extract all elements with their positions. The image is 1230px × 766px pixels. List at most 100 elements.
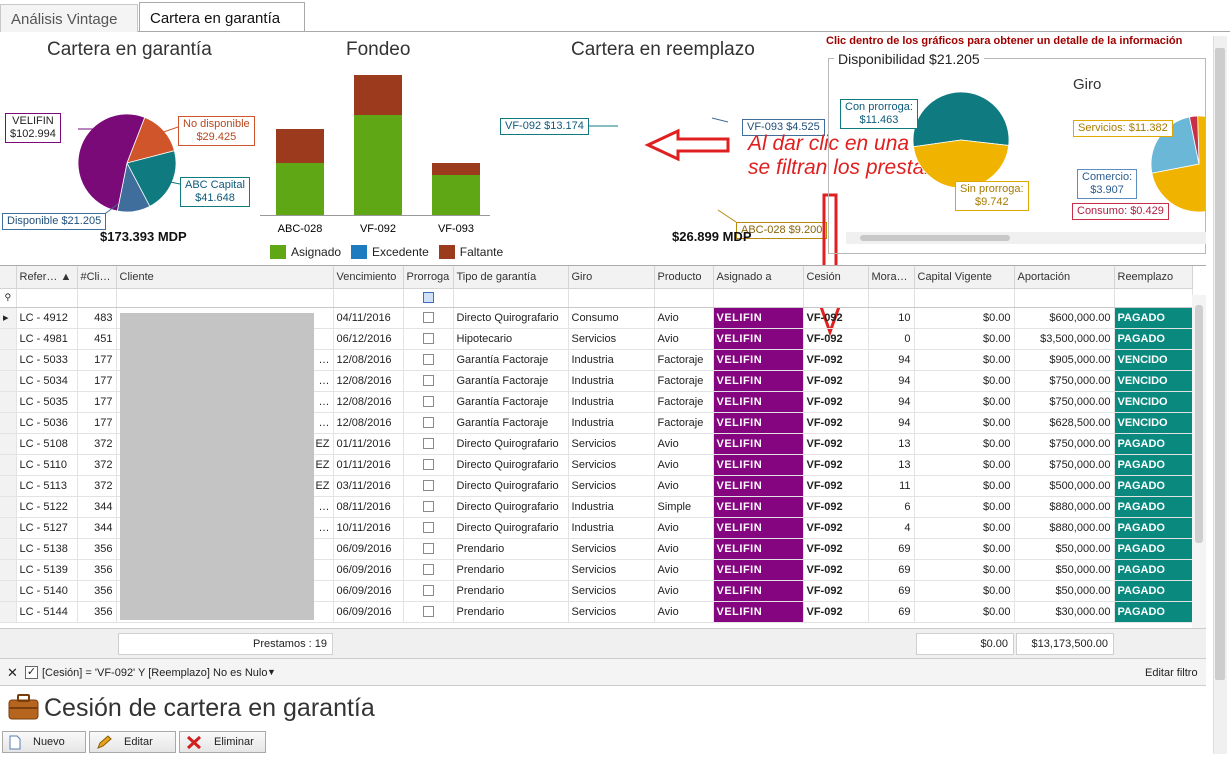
filter-cell[interactable] xyxy=(333,288,404,308)
prorroga-checkbox[interactable] xyxy=(422,417,434,429)
giro-slice-comercio[interactable] xyxy=(1150,116,1200,174)
table-cell[interactable]: LC - 5033 xyxy=(16,349,78,371)
table-cell[interactable]: 372 xyxy=(77,454,117,476)
table-cell[interactable]: Avio xyxy=(654,538,714,560)
table-cell[interactable]: 06/09/2016 xyxy=(333,601,404,623)
table-row[interactable]: LC - 5144 356 06/09/2016 Prendario Servicios… xyxy=(0,601,1193,623)
row-indicator[interactable]: ▸ xyxy=(0,307,17,329)
table-cell[interactable]: VENCIDO xyxy=(1114,412,1193,434)
table-cell[interactable] xyxy=(403,307,454,329)
prorroga-checkbox[interactable] xyxy=(422,606,434,618)
prorroga-checkbox[interactable] xyxy=(422,333,434,345)
editar-button[interactable]: Editar xyxy=(89,731,176,753)
table-cell[interactable]: Prendario xyxy=(453,559,569,581)
filter-cell[interactable] xyxy=(713,288,804,308)
filter-text[interactable]: [Cesión] = 'VF-092' Y [Reemplazo] No es … xyxy=(42,667,268,679)
table-cell[interactable]: VF-092 xyxy=(803,580,869,602)
giro-slice-servicios[interactable] xyxy=(1151,115,1205,213)
table-cell[interactable]: 10/11/2016 xyxy=(333,517,404,539)
table-cell[interactable]: Avio xyxy=(654,454,714,476)
table-cell[interactable]: 06/09/2016 xyxy=(333,580,404,602)
table-cell[interactable]: 01/11/2016 xyxy=(333,433,404,455)
table-cell[interactable]: 69 xyxy=(868,601,915,623)
table-cell[interactable] xyxy=(403,496,454,518)
filter-cell[interactable] xyxy=(568,288,655,308)
bar-abc-028-asignado[interactable] xyxy=(276,163,324,215)
table-cell[interactable]: 69 xyxy=(868,559,915,581)
row-indicator[interactable] xyxy=(0,496,17,518)
table-cell[interactable]: Industria xyxy=(568,370,655,392)
table-row[interactable]: LC - 5108 372 EZ 01/11/2016 Directo Quirogra… xyxy=(0,433,1193,455)
table-cell[interactable]: $0.00 xyxy=(914,328,1015,350)
table-cell[interactable]: PAGADO xyxy=(1114,559,1193,581)
row-indicator[interactable] xyxy=(0,391,17,413)
column-header[interactable]: Tipo de garantía xyxy=(453,266,569,289)
table-cell[interactable]: 344 xyxy=(77,517,117,539)
table-cell[interactable]: 356 xyxy=(77,559,117,581)
table-cell[interactable]: Directo Quirografario xyxy=(453,475,569,497)
table-cell[interactable]: PAGADO xyxy=(1114,475,1193,497)
filter-dropdown-icon[interactable]: ▼ xyxy=(267,667,276,677)
row-indicator[interactable] xyxy=(0,538,17,560)
table-cell[interactable]: Servicios xyxy=(568,328,655,350)
table-cell[interactable]: 08/11/2016 xyxy=(333,496,404,518)
table-cell[interactable]: $880,000.00 xyxy=(1014,517,1115,539)
table-cell[interactable]: $0.00 xyxy=(914,517,1015,539)
table-cell[interactable]: $0.00 xyxy=(914,412,1015,434)
table-cell[interactable] xyxy=(403,370,454,392)
table-cell[interactable]: PAGADO xyxy=(1114,328,1193,350)
table-cell[interactable]: Industria xyxy=(568,517,655,539)
table-cell[interactable]: PAGADO xyxy=(1114,433,1193,455)
table-cell[interactable]: $0.00 xyxy=(914,601,1015,623)
column-header[interactable]: Producto xyxy=(654,266,714,289)
table-cell[interactable] xyxy=(403,328,454,350)
row-indicator[interactable] xyxy=(0,559,17,581)
table-row[interactable]: LC - 5036 177… 12/08/2016 Garantía Factoraj… xyxy=(0,412,1193,434)
prorroga-checkbox[interactable] xyxy=(422,522,434,534)
filter-cell[interactable] xyxy=(77,288,117,308)
table-cell[interactable]: $0.00 xyxy=(914,580,1015,602)
edit-filter-link[interactable]: Editar filtro xyxy=(1145,667,1198,679)
column-header[interactable]: Cliente xyxy=(116,266,334,289)
table-cell[interactable]: LC - 5034 xyxy=(16,370,78,392)
table-cell[interactable]: VELIFIN xyxy=(713,559,804,581)
table-cell[interactable]: Simple xyxy=(654,496,714,518)
table-cell[interactable]: $750,000.00 xyxy=(1014,454,1115,476)
table-cell[interactable]: Avio xyxy=(654,580,714,602)
tab-analisis-vintage[interactable]: Análisis Vintage xyxy=(0,4,138,32)
table-cell[interactable]: VELIFIN xyxy=(713,475,804,497)
table-cell[interactable]: PAGADO xyxy=(1114,517,1193,539)
table-cell[interactable]: VF-092 xyxy=(803,475,869,497)
cartera-pie-chart[interactable] xyxy=(0,32,300,265)
table-cell[interactable]: $0.00 xyxy=(914,370,1015,392)
panel-hscrollbar[interactable] xyxy=(846,232,1206,244)
table-cell[interactable]: Garantía Factoraje xyxy=(453,412,569,434)
cartera-slice-velifin[interactable] xyxy=(77,113,146,212)
table-cell[interactable]: VF-092 xyxy=(803,454,869,476)
table-cell[interactable]: VENCIDO xyxy=(1114,370,1193,392)
table-cell[interactable]: LC - 5110 xyxy=(16,454,78,476)
reemplazo-pie-chart[interactable] xyxy=(490,32,830,265)
table-cell[interactable]: $0.00 xyxy=(914,538,1015,560)
table-cell[interactable]: VF-092 xyxy=(803,391,869,413)
column-header[interactable]: Asignado a xyxy=(713,266,804,289)
table-cell[interactable]: 06/09/2016 xyxy=(333,559,404,581)
table-cell[interactable]: Servicios xyxy=(568,454,655,476)
table-cell[interactable]: $0.00 xyxy=(914,559,1015,581)
table-cell[interactable]: 94 xyxy=(868,412,915,434)
table-cell[interactable]: 06/12/2016 xyxy=(333,328,404,350)
table-cell[interactable]: Directo Quirografario xyxy=(453,307,569,329)
column-header[interactable]: Cesión xyxy=(803,266,869,289)
table-cell[interactable] xyxy=(403,349,454,371)
column-header[interactable]: Vencimiento xyxy=(333,266,404,289)
table-cell[interactable]: VENCIDO xyxy=(1114,391,1193,413)
table-cell[interactable]: 06/09/2016 xyxy=(333,538,404,560)
table-cell[interactable]: Avio xyxy=(654,433,714,455)
table-cell[interactable]: 69 xyxy=(868,580,915,602)
filter-cell[interactable] xyxy=(1014,288,1115,308)
table-cell[interactable]: Factoraje xyxy=(654,370,714,392)
grid-filter-row[interactable]: ⚲ xyxy=(0,288,1193,308)
prorroga-checkbox[interactable] xyxy=(422,459,434,471)
table-cell[interactable]: Prendario xyxy=(453,538,569,560)
eliminar-button[interactable]: Eliminar xyxy=(179,731,266,753)
